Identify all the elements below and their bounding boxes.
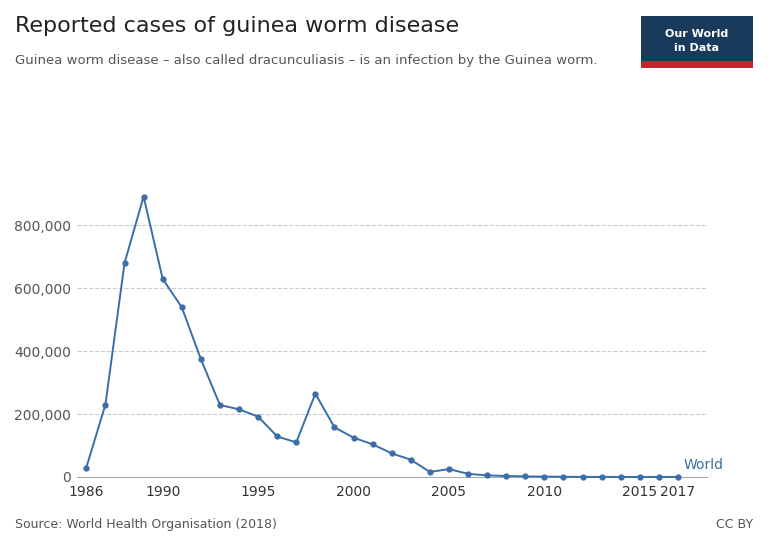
- Text: Source: World Health Organisation (2018): Source: World Health Organisation (2018): [15, 518, 277, 531]
- Text: Reported cases of guinea worm disease: Reported cases of guinea worm disease: [15, 16, 459, 36]
- Text: World: World: [684, 458, 723, 472]
- Text: CC BY: CC BY: [716, 518, 753, 531]
- Text: Our World
in Data: Our World in Data: [665, 29, 729, 53]
- Text: Guinea worm disease – also called dracunculiasis – is an infection by the Guinea: Guinea worm disease – also called dracun…: [15, 54, 598, 67]
